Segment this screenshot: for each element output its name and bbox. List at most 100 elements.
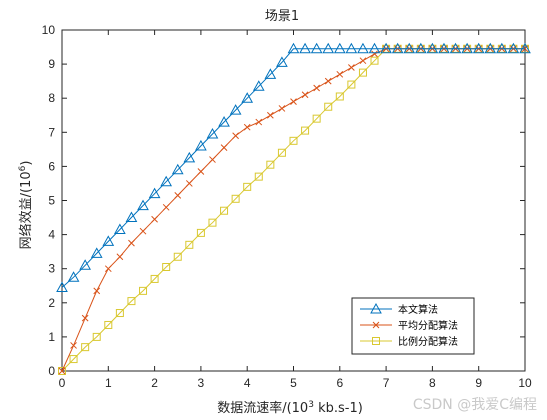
data-point	[391, 42, 404, 54]
y-tick-label: 10	[42, 23, 56, 37]
data-point	[128, 239, 135, 247]
y-axis-label: 网络效益/(106)	[18, 161, 34, 250]
data-point	[171, 163, 184, 175]
x-tick-label: 10	[518, 376, 532, 390]
data-point	[333, 42, 346, 54]
data-point	[264, 68, 277, 79]
x-tick-label: 2	[151, 376, 158, 390]
legend-marker	[372, 321, 380, 329]
data-point	[162, 262, 171, 271]
chart-title: 场景1	[265, 9, 299, 24]
data-point	[368, 42, 381, 54]
data-point	[220, 144, 228, 151]
data-point	[371, 50, 378, 58]
data-point	[277, 148, 286, 157]
data-point	[127, 297, 136, 306]
data-point	[174, 192, 182, 199]
data-point	[151, 215, 158, 223]
data-point	[301, 126, 310, 135]
data-point	[322, 42, 335, 54]
data-point	[461, 42, 473, 54]
y-tick-label: 0	[48, 364, 55, 378]
data-point	[196, 228, 205, 237]
data-point	[206, 127, 219, 139]
data-point	[56, 281, 68, 292]
series-1	[56, 42, 531, 292]
data-point	[162, 203, 170, 211]
data-point	[403, 42, 416, 54]
y-tick-label: 3	[48, 262, 55, 276]
series-layer	[56, 42, 531, 375]
data-point	[241, 92, 254, 103]
legend-item: 平均分配算法	[360, 319, 458, 332]
legend-item: 本文算法	[360, 302, 438, 316]
data-point	[70, 342, 77, 349]
data-point	[79, 259, 91, 270]
x-tick-label: 3	[198, 376, 205, 390]
data-point	[69, 355, 78, 364]
data-point	[160, 175, 173, 187]
x-axis-label-prefix: 数据流速率/(10	[217, 400, 308, 416]
data-point	[92, 332, 101, 341]
data-point	[139, 227, 147, 235]
data-point	[185, 240, 194, 249]
y-axis-label-exponent: 6	[18, 165, 28, 171]
y-tick-label: 6	[48, 159, 55, 173]
y-axis-label-prefix: 网络效益/(10	[18, 171, 34, 249]
data-point	[426, 42, 439, 54]
data-point	[359, 57, 367, 65]
data-point	[519, 42, 531, 54]
data-point	[183, 151, 196, 163]
x-axis-label-suffix: kb.s-1)	[314, 401, 363, 416]
x-tick-label: 9	[475, 376, 482, 390]
data-point	[358, 68, 367, 77]
x-tick-label: 5	[290, 376, 297, 390]
data-point	[81, 314, 89, 322]
data-point	[313, 84, 321, 92]
data-point	[232, 132, 239, 140]
legend-label: 平均分配算法	[398, 319, 458, 332]
y-tick-label: 4	[48, 228, 55, 242]
data-point	[255, 118, 263, 126]
x-tick-label: 4	[244, 376, 251, 390]
data-point	[104, 265, 112, 273]
data-point	[484, 42, 497, 54]
data-point	[67, 271, 80, 282]
data-point	[345, 42, 358, 54]
data-point	[310, 42, 323, 54]
data-point	[58, 367, 66, 375]
data-point	[197, 168, 205, 175]
data-point	[195, 139, 207, 151]
data-point	[137, 199, 149, 211]
data-point	[104, 320, 113, 329]
data-point	[324, 77, 332, 85]
data-point	[116, 253, 124, 261]
data-point	[243, 182, 252, 191]
y-axis: 0 1 2 3 4 5 6 7 8 9 10	[42, 23, 525, 378]
data-point	[254, 172, 263, 181]
x-tick-label: 8	[429, 376, 436, 390]
data-point	[380, 42, 392, 54]
data-point	[496, 42, 508, 54]
data-point	[266, 111, 274, 119]
y-tick-label: 9	[48, 57, 55, 71]
data-point	[220, 206, 229, 215]
legend-marker	[372, 337, 380, 345]
data-point	[218, 116, 230, 127]
y-tick-label: 8	[48, 91, 55, 105]
data-point	[252, 80, 265, 91]
data-point	[266, 160, 275, 169]
data-point	[324, 102, 333, 111]
data-point	[90, 247, 103, 258]
data-point	[507, 42, 520, 54]
data-point	[290, 98, 297, 105]
data-point	[299, 42, 311, 54]
data-point	[173, 252, 182, 261]
data-point	[229, 104, 242, 115]
data-point	[231, 194, 240, 203]
y-axis-label-suffix: )	[19, 161, 34, 166]
data-point	[289, 136, 298, 145]
legend-marker	[370, 302, 382, 314]
data-point	[438, 42, 450, 54]
